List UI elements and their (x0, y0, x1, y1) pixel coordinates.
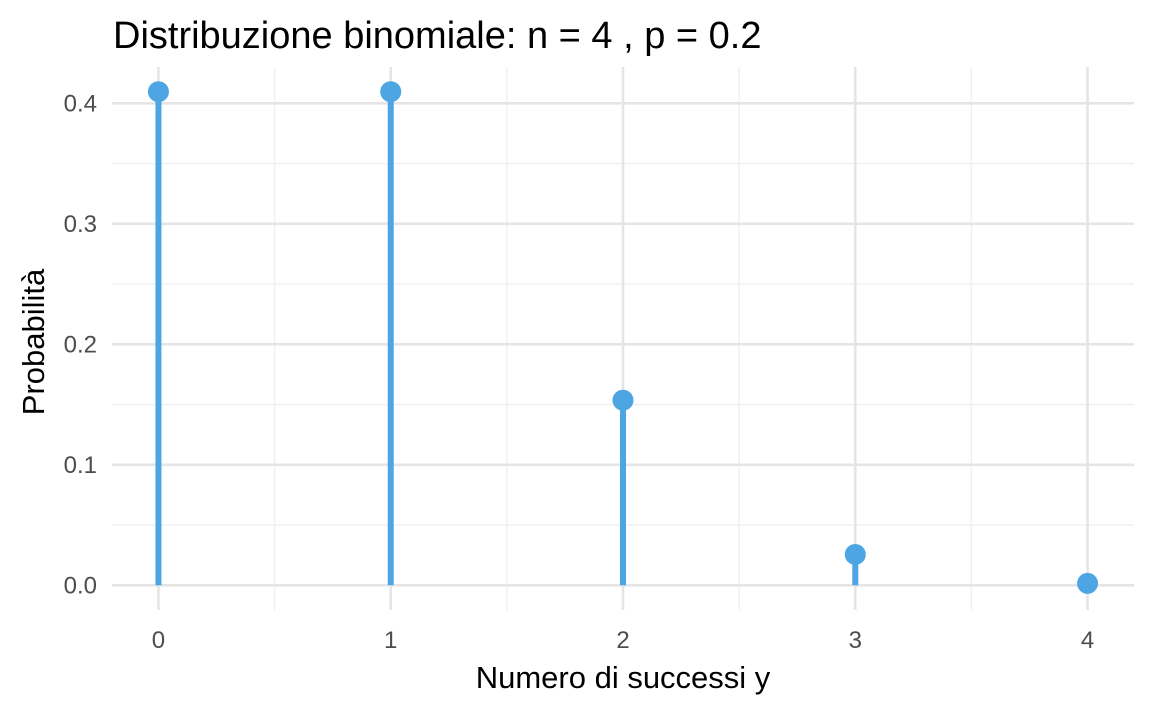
point-y-3 (844, 543, 866, 565)
y-tick-label: 0.3 (64, 211, 97, 238)
point-y-0 (147, 81, 169, 103)
ticks-layer: 0.0 0.1 0.2 0.3 0.4 0 1 2 3 4 (64, 90, 1095, 654)
x-tick-label: 4 (1081, 627, 1094, 654)
point-y-2 (612, 389, 634, 411)
y-tick-label: 0.0 (64, 572, 97, 599)
chart-title: Distribuzione binomiale: n = 4 , p = 0.2 (113, 15, 762, 57)
y-axis-title: Probabilità (16, 268, 51, 415)
x-tick-label: 0 (152, 627, 165, 654)
y-tick-label: 0.1 (64, 452, 97, 479)
marks-layer (147, 81, 1099, 594)
y-tick-label: 0.4 (64, 90, 97, 117)
x-axis-title: Numero di successi y (476, 660, 771, 695)
point-y-4 (1077, 572, 1099, 594)
x-tick-label: 2 (616, 627, 629, 654)
x-tick-label: 1 (384, 627, 397, 654)
point-y-1 (380, 81, 402, 103)
y-tick-label: 0.2 (64, 331, 97, 358)
x-tick-label: 3 (849, 627, 862, 654)
